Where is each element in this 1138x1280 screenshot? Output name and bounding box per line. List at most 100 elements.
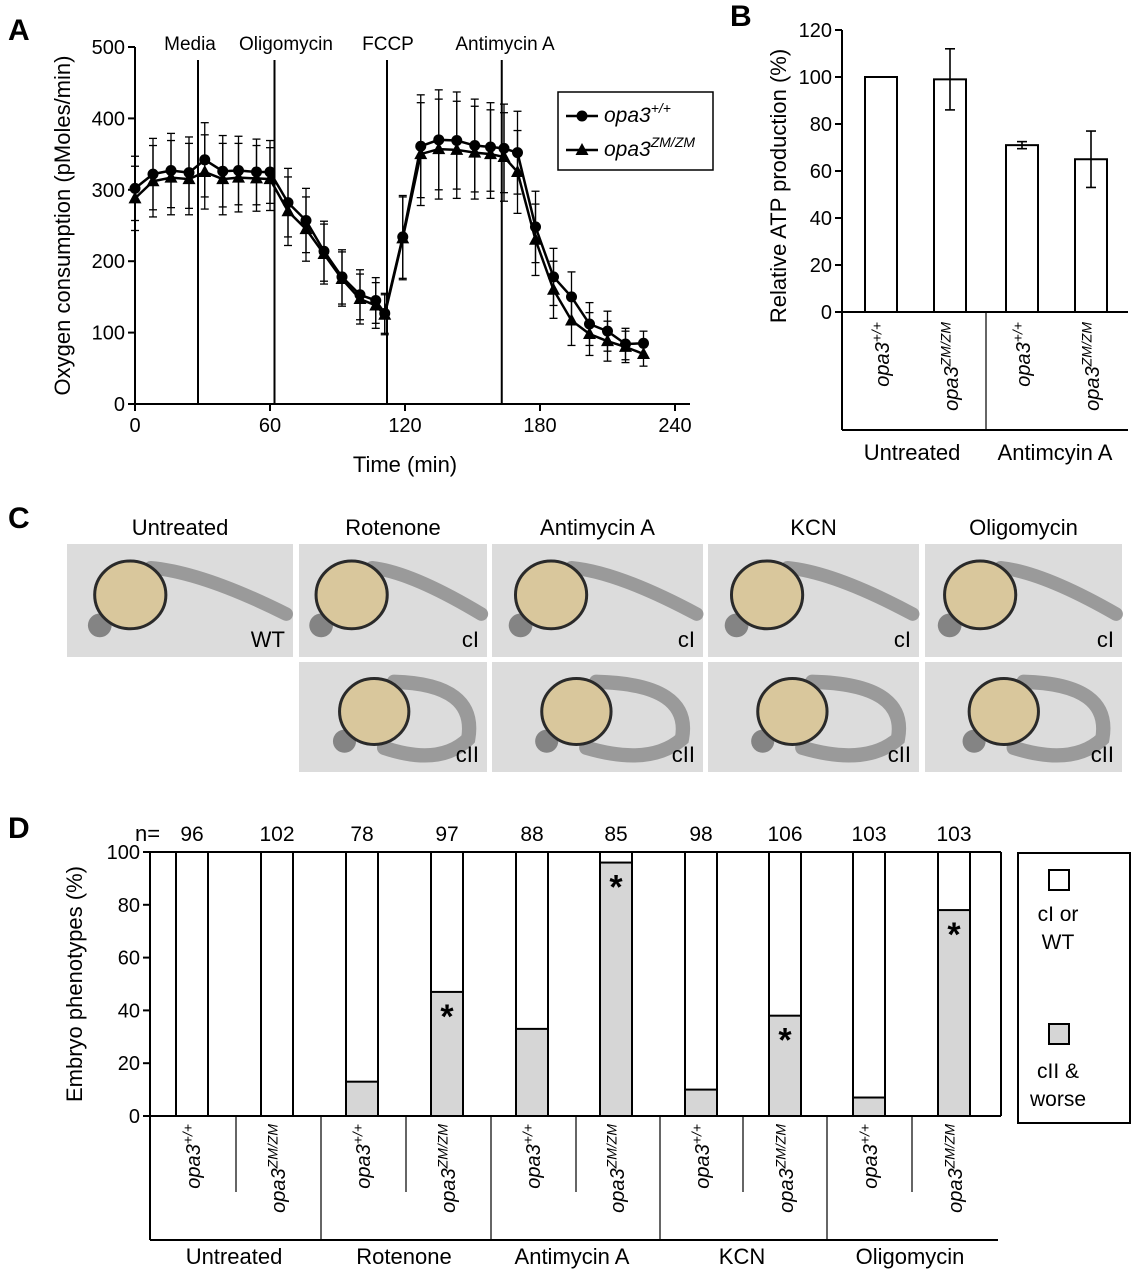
b-x-category-label-main: opa3: [872, 342, 894, 387]
a-y-tick-label: 400: [92, 108, 125, 130]
a-point-marker: [450, 142, 464, 155]
a-point-marker: [317, 247, 331, 260]
d-bar-cii: [768, 1014, 802, 1117]
d-x-category-label-sup: +/+: [349, 1124, 365, 1144]
d-group-label: Oligomycin: [856, 1244, 965, 1269]
b-bar: [864, 76, 898, 313]
d-n-count: 98: [689, 823, 712, 846]
a-point-marker: [511, 164, 524, 177]
d-x-category-label: opa3+/+: [349, 1124, 375, 1189]
panel-b-atp-chart: 0 20 40 60 80 100 120 Relative ATP production (…: [766, 20, 1128, 465]
a-x-tick-label: 180: [523, 415, 556, 437]
a-legend-label: opa3+/+: [604, 100, 671, 127]
d-legend-label: cI or: [1038, 903, 1079, 926]
b-y-tick-label: 120: [799, 20, 832, 42]
b-y-tick-label: 40: [810, 208, 832, 230]
a-y-tick-label: 0: [114, 394, 125, 416]
d-x-category-label-main: opa3: [438, 1168, 460, 1213]
c-embryo-tail: [795, 674, 907, 763]
b-x-category-label-sup: +/+: [1009, 322, 1025, 342]
a-point-marker: [547, 282, 560, 295]
b-x-category-label-sup: ZM/ZM: [937, 322, 953, 368]
a-point-marker: [484, 147, 497, 160]
b-x-category-label-sup: ZM/ZM: [1078, 322, 1094, 368]
c-embryo-tail: [579, 674, 691, 763]
a-point-marker: [529, 232, 542, 245]
d-bar-ci: [345, 851, 379, 1117]
d-x-category-label: opa3ZM/ZM: [603, 1124, 629, 1213]
a-legend-label-main: opa3: [604, 138, 651, 161]
d-n-count: 97: [435, 823, 458, 846]
d-y-axis-title: Embryo phenotypes (%): [62, 866, 87, 1102]
a-injection-label: Oligomycin: [239, 34, 333, 55]
d-legend-swatch-ci: [1048, 869, 1070, 891]
panel-d-phenotype-chart: 0 20 40 60 80 100 Embryo phenotypes (%) n= 96 opa…: [62, 821, 1131, 1269]
c-stage-label: cI: [462, 627, 479, 652]
b-x-category-label-main: opa3: [1082, 366, 1104, 411]
a-point-marker: [198, 164, 212, 177]
d-x-category-label-sup: ZM/ZM: [434, 1124, 450, 1170]
a-point-marker: [432, 142, 446, 155]
d-x-category-label-sup: ZM/ZM: [772, 1124, 788, 1170]
d-bar-ci: [175, 851, 209, 1117]
a-injection-label: FCCP: [362, 34, 414, 55]
a-x-tick-label: 240: [658, 415, 691, 437]
c-embryo-yolk: [338, 677, 411, 746]
a-x-tick-label: 0: [129, 415, 140, 437]
d-x-category-label-sup: +/+: [688, 1124, 704, 1144]
c-embryo-yolk: [967, 677, 1040, 746]
a-point-marker: [565, 313, 578, 326]
a-legend-label-sup: +/+: [651, 100, 671, 116]
a-injection-label: Antimycin A: [455, 34, 555, 55]
d-x-category-label-sup: +/+: [179, 1124, 195, 1144]
a-point-marker: [146, 174, 160, 187]
a-point-marker: [619, 339, 632, 352]
panel-a-oxygen-chart: 0 100 200 300 400 500 0 60 120 180 240 Time (min) Ox…: [50, 34, 714, 477]
b-x-category-label-sup: +/+: [868, 322, 884, 342]
a-point-marker: [263, 172, 277, 185]
c-column-title: KCN: [790, 515, 836, 540]
a-x-tick-label: 120: [388, 415, 421, 437]
d-x-category-label: opa3+/+: [179, 1124, 205, 1189]
d-y-tick-label: 20: [118, 1053, 140, 1075]
c-stage-label: cI: [1097, 627, 1114, 652]
d-x-category-label-sup: ZM/ZM: [603, 1124, 619, 1170]
d-bar-cii: [852, 1096, 886, 1118]
c-embryo-yolk: [729, 559, 805, 631]
a-point-marker: [369, 298, 383, 311]
panel-label-c: C: [8, 502, 30, 535]
d-group-label: Rotenone: [356, 1244, 451, 1269]
d-n-count: 85: [604, 823, 627, 846]
d-x-category-label-main: opa3: [353, 1144, 375, 1189]
d-x-category-label-sup: +/+: [856, 1124, 872, 1144]
a-point-marker: [182, 172, 196, 185]
a-legend-label: opa3ZM/ZM: [604, 134, 695, 161]
a-legend-label-main: opa3: [604, 104, 651, 127]
d-group-label: Untreated: [186, 1244, 283, 1269]
d-x-category-label-main: opa3: [692, 1144, 714, 1189]
d-bar-cii: [430, 990, 464, 1117]
a-point-marker: [637, 347, 650, 360]
a-x-tick-label: 60: [259, 415, 281, 437]
d-legend-swatch-cii: [1048, 1023, 1070, 1045]
d-x-category-label-main: opa3: [945, 1168, 967, 1213]
a-x-axis-title: Time (min): [353, 452, 457, 477]
b-x-category-label-main: opa3: [1013, 342, 1035, 387]
c-embryo-yolk: [756, 677, 829, 746]
a-point-marker: [601, 334, 614, 347]
panel-label-b: B: [730, 0, 752, 33]
c-stage-label: cI: [678, 627, 695, 652]
a-point-marker: [128, 191, 142, 204]
d-legend-label: cII &: [1037, 1060, 1079, 1083]
c-embryo-yolk: [314, 559, 389, 631]
d-bar-cii: [599, 861, 633, 1117]
c-column-title: Untreated: [132, 515, 229, 540]
d-x-category-label: opa3+/+: [688, 1124, 714, 1189]
d-y-tick-label: 0: [129, 1106, 140, 1128]
d-n-count: 78: [350, 823, 373, 846]
d-x-category-label-sup: +/+: [519, 1124, 535, 1144]
c-embryo-tail: [993, 560, 1123, 621]
c-embryo-yolk: [513, 559, 589, 631]
d-x-category-label: opa3ZM/ZM: [264, 1124, 290, 1213]
c-embryo-tail: [1006, 674, 1111, 763]
